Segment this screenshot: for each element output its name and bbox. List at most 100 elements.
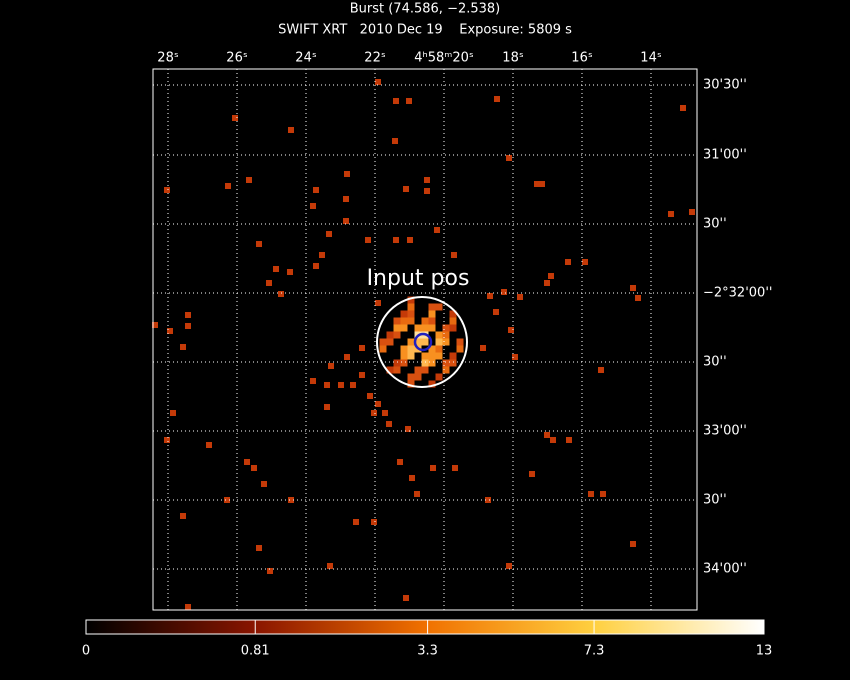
- pixel: [635, 295, 641, 301]
- pixel: [588, 491, 594, 497]
- pixel: [435, 373, 443, 381]
- pixel: [539, 181, 545, 187]
- pixel: [319, 252, 325, 258]
- source-circle: [376, 296, 468, 388]
- pixel: [548, 273, 554, 279]
- pixel: [544, 432, 550, 438]
- pixel: [414, 373, 422, 381]
- pixel: [152, 322, 158, 328]
- pixel: [600, 491, 606, 497]
- pixel: [529, 471, 535, 477]
- pixel: [288, 127, 294, 133]
- pixel: [167, 328, 173, 334]
- pixel: [421, 317, 429, 325]
- y-tick-label: 30'': [703, 355, 727, 370]
- pixel: [456, 345, 464, 353]
- pixel: [185, 604, 191, 610]
- pixel: [170, 410, 176, 416]
- pixel: [689, 209, 695, 215]
- pixel: [566, 437, 572, 443]
- pixel: [365, 237, 371, 243]
- pixel: [449, 359, 457, 367]
- colorbar-tick-label: 0: [82, 644, 90, 659]
- pixel: [449, 352, 457, 360]
- pixel: [630, 285, 636, 291]
- pixel: [400, 324, 408, 332]
- colorbar: [85, 619, 765, 635]
- pixel: [246, 177, 252, 183]
- pixel: [278, 291, 284, 297]
- pixel: [386, 366, 394, 374]
- pixel: [630, 541, 636, 547]
- pixel: [494, 96, 500, 102]
- pixel: [501, 289, 507, 295]
- pixel: [375, 300, 381, 306]
- colorbar-tick-label: 3.3: [417, 644, 438, 659]
- pixel: [338, 382, 344, 388]
- colorbar-tick-label: 13: [756, 644, 773, 659]
- y-tick-label: 31'00'': [703, 148, 747, 163]
- pixel: [456, 338, 464, 346]
- pixel: [343, 196, 349, 202]
- pixel: [493, 309, 499, 315]
- pixel: [421, 324, 429, 332]
- pixel: [449, 324, 457, 332]
- pixel: [428, 345, 436, 353]
- pixel: [326, 231, 332, 237]
- pixel: [485, 497, 491, 503]
- pixel: [393, 324, 401, 332]
- pixel: [400, 359, 408, 367]
- subtitle: SWIFT XRT 2010 Dec 19 Exposure: 5809 s: [278, 23, 572, 38]
- pixel: [435, 303, 443, 311]
- x-tick-label: 18ˢ: [502, 51, 524, 66]
- x-tick-label: 24ˢ: [295, 51, 317, 66]
- pixel: [414, 366, 422, 374]
- pixel: [397, 459, 403, 465]
- pixel: [480, 345, 486, 351]
- pixel: [344, 354, 350, 360]
- pixel: [400, 317, 408, 325]
- pixel: [382, 410, 388, 416]
- title: Burst (74.586, −2.538): [350, 2, 501, 17]
- input-position-marker: [413, 332, 433, 352]
- pixel: [379, 345, 387, 353]
- pixel: [375, 401, 381, 407]
- pixel: [424, 188, 430, 194]
- plot-frame: [152, 68, 698, 611]
- pixel: [393, 359, 401, 367]
- pixel: [430, 465, 436, 471]
- pixel: [393, 237, 399, 243]
- pixel: [256, 241, 262, 247]
- pixel: [565, 259, 571, 265]
- pixel: [392, 138, 398, 144]
- pixel: [442, 338, 450, 346]
- pixel: [350, 382, 356, 388]
- x-tick-label: 14ˢ: [640, 51, 662, 66]
- pixel: [244, 459, 250, 465]
- pixel: [313, 187, 319, 193]
- pixel: [506, 155, 512, 161]
- pixel: [400, 352, 408, 360]
- pixel: [428, 317, 436, 325]
- pixel: [164, 437, 170, 443]
- pixel: [359, 372, 365, 378]
- pixel: [367, 393, 373, 399]
- x-tick-label: 22ˢ: [364, 51, 386, 66]
- pixel: [313, 263, 319, 269]
- pixel: [428, 303, 436, 311]
- pixel: [310, 378, 316, 384]
- pixel: [288, 497, 294, 503]
- colorbar-tick-label: 7.3: [584, 644, 605, 659]
- y-tick-label: 30'': [703, 217, 727, 232]
- pixel: [421, 366, 429, 374]
- x-tick-label: 4ʰ58ᵐ20ˢ: [414, 51, 474, 66]
- annotation: Input pos: [367, 266, 470, 291]
- pixel: [375, 79, 381, 85]
- pixel: [428, 324, 436, 332]
- pixel: [421, 338, 429, 346]
- pixel: [428, 359, 436, 367]
- pixel: [327, 563, 333, 569]
- pixel: [180, 344, 186, 350]
- pixel: [180, 513, 186, 519]
